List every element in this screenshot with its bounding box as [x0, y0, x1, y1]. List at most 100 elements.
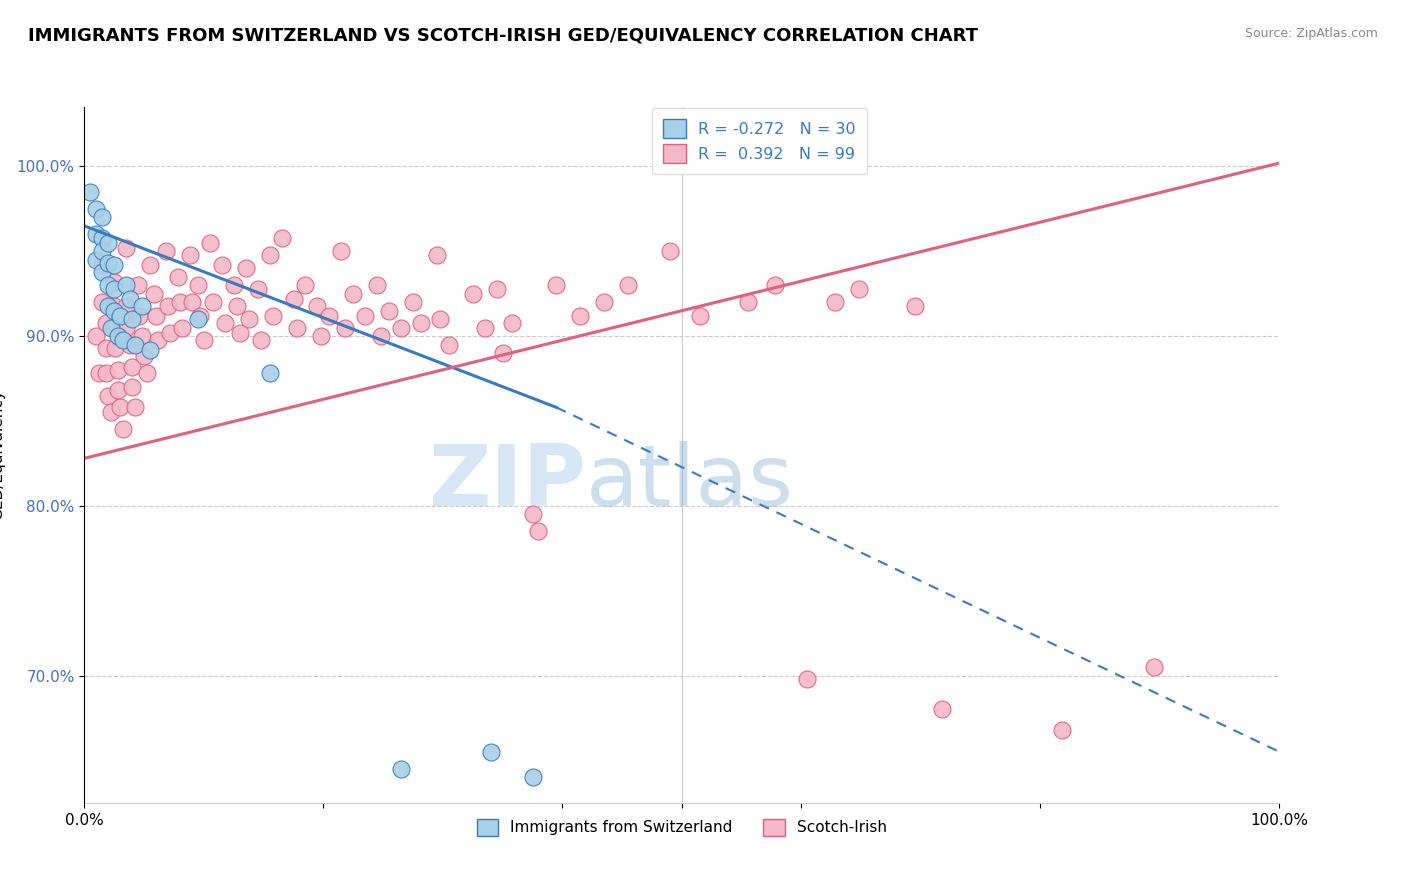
Point	[121, 380, 143, 394]
Point	[124, 401, 146, 415]
Point	[389, 320, 412, 334]
Point	[181, 295, 204, 310]
Point	[187, 312, 209, 326]
Point	[86, 329, 108, 343]
Point	[121, 359, 143, 374]
Point	[354, 309, 377, 323]
Point	[104, 341, 127, 355]
Point	[527, 524, 550, 539]
Point	[389, 762, 412, 776]
Point	[115, 241, 138, 255]
Point	[222, 278, 245, 293]
Point	[262, 309, 284, 323]
Point	[132, 350, 156, 364]
Point	[294, 278, 316, 293]
Point	[492, 346, 515, 360]
Point	[166, 269, 188, 284]
Point	[94, 367, 117, 381]
Point	[107, 384, 129, 398]
Point	[110, 309, 132, 323]
Point	[370, 329, 392, 343]
Point	[118, 337, 141, 351]
Point	[479, 745, 502, 759]
Point	[659, 244, 682, 259]
Point	[188, 309, 211, 323]
Point	[522, 770, 544, 784]
Point	[179, 248, 201, 262]
Point	[103, 275, 125, 289]
Point	[198, 235, 221, 250]
Point	[91, 244, 114, 259]
Point	[86, 227, 108, 242]
Point	[1143, 660, 1166, 674]
Point	[110, 401, 132, 415]
Point	[285, 320, 308, 334]
Point	[91, 258, 114, 272]
Point	[100, 320, 122, 334]
Point	[193, 333, 215, 347]
Point	[94, 316, 117, 330]
Point	[259, 248, 281, 262]
Point	[214, 316, 236, 330]
Point	[246, 282, 269, 296]
Point	[569, 309, 592, 323]
Point	[148, 333, 170, 347]
Point	[485, 282, 508, 296]
Text: atlas: atlas	[586, 442, 794, 524]
Text: Source: ZipAtlas.com: Source: ZipAtlas.com	[1244, 27, 1378, 40]
Point	[135, 367, 157, 381]
Point	[202, 295, 225, 310]
Point	[103, 258, 125, 272]
Point	[270, 230, 292, 244]
Point	[342, 286, 364, 301]
Point	[402, 295, 425, 310]
Point	[91, 211, 114, 225]
Point	[796, 672, 818, 686]
Point	[429, 312, 451, 326]
Point	[159, 326, 181, 340]
Point	[118, 292, 141, 306]
Point	[931, 702, 953, 716]
Point	[522, 508, 544, 522]
Point	[226, 299, 249, 313]
Point	[79, 185, 101, 199]
Point	[142, 286, 165, 301]
Point	[235, 261, 257, 276]
Point	[97, 299, 120, 313]
Point	[115, 278, 138, 293]
Point	[103, 303, 125, 318]
Text: IMMIGRANTS FROM SWITZERLAND VS SCOTCH-IRISH GED/EQUIVALENCY CORRELATION CHART: IMMIGRANTS FROM SWITZERLAND VS SCOTCH-IR…	[28, 27, 979, 45]
Point	[1050, 723, 1073, 737]
Point	[139, 343, 162, 357]
Point	[187, 278, 209, 293]
Point	[97, 235, 120, 250]
Point	[100, 405, 122, 419]
Point	[169, 295, 191, 310]
Point	[86, 252, 108, 267]
Point	[461, 286, 484, 301]
Text: ZIP: ZIP	[429, 442, 586, 524]
Point	[107, 329, 129, 343]
Point	[904, 299, 927, 313]
Point	[283, 292, 305, 306]
Point	[97, 278, 120, 293]
Point	[426, 248, 449, 262]
Point	[411, 316, 433, 330]
Point	[91, 295, 114, 310]
Point	[157, 299, 180, 313]
Point	[103, 299, 125, 313]
Point	[97, 388, 120, 402]
Point	[617, 278, 640, 293]
Point	[546, 278, 568, 293]
Point	[91, 265, 114, 279]
Point	[172, 320, 194, 334]
Point	[250, 333, 273, 347]
Point	[501, 316, 523, 330]
Point	[111, 422, 134, 436]
Point	[139, 258, 162, 272]
Point	[87, 367, 110, 381]
Point	[307, 299, 329, 313]
Point	[474, 320, 496, 334]
Point	[103, 282, 125, 296]
Point	[259, 367, 281, 381]
